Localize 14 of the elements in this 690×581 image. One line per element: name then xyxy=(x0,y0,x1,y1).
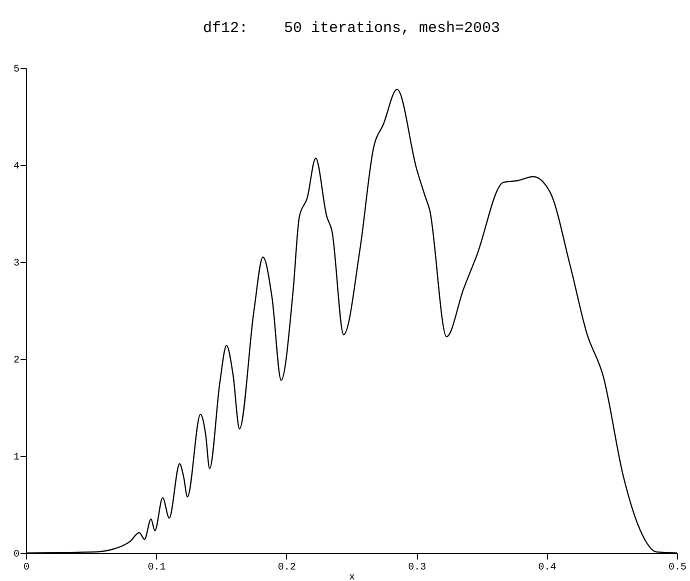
x-tick-label: 0.1 xyxy=(148,562,166,574)
x-tick-label: 0.4 xyxy=(538,562,556,574)
x-tick-label: 0.5 xyxy=(668,562,687,574)
y-tick-label: 5 xyxy=(13,64,20,76)
x-axis-title: x xyxy=(348,572,356,581)
x-tick-label: 0 xyxy=(23,562,30,574)
chart-title: df12: 50 iterations, mesh=2003 xyxy=(202,20,500,37)
y-tick-label: 2 xyxy=(13,356,20,366)
y-tick-label: 1 xyxy=(13,452,20,464)
x-tick-label: 0.3 xyxy=(408,562,426,574)
y-tick-label: 4 xyxy=(13,162,20,172)
x-tick-label: 0.2 xyxy=(278,562,296,574)
y-tick-label: 3 xyxy=(13,258,20,270)
y-tick-label: 0 xyxy=(13,550,20,560)
